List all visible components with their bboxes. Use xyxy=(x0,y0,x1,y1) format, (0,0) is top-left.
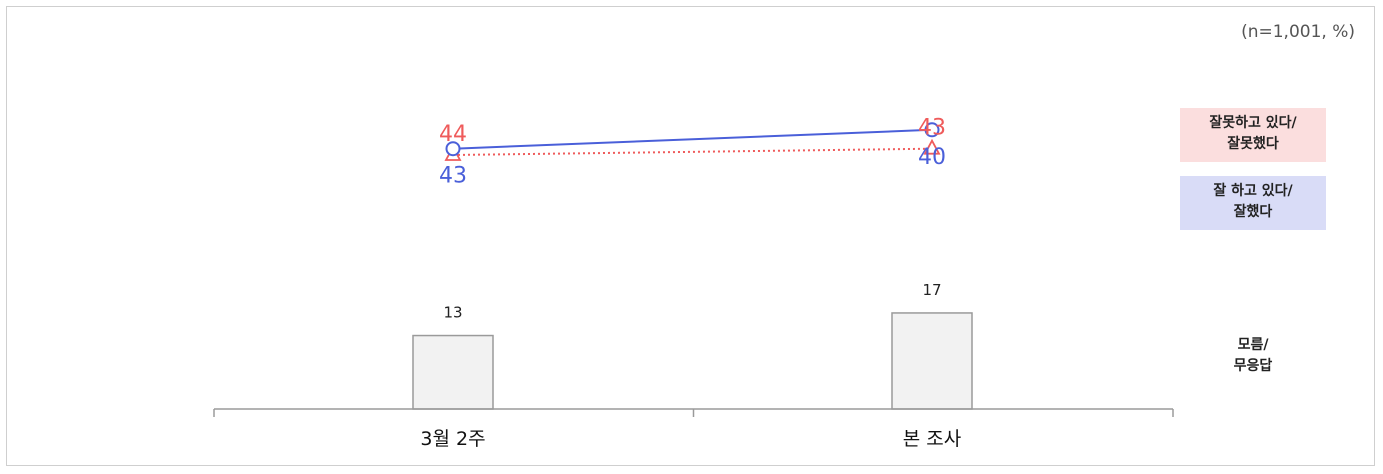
bar-label-dk-0: 13 xyxy=(443,304,462,322)
legend-dk-line1: 모름/ xyxy=(1237,337,1269,353)
bar-dk-0 xyxy=(412,334,494,410)
legend-dk-line2: 무응답 xyxy=(1233,358,1273,374)
bar-dk-1 xyxy=(891,312,973,410)
legend-wrong-line2: 잘못했다 xyxy=(1227,136,1279,152)
x-tick-label-1: 본 조사 xyxy=(903,428,961,450)
data-label-good-0: 43 xyxy=(439,164,467,189)
data-label-good-1: 40 xyxy=(918,145,946,170)
legend-dk: 모름/ 무응답 xyxy=(1180,330,1326,384)
legend-good: 잘 하고 있다/ 잘했다 xyxy=(1180,176,1326,230)
sample-note: (n=1,001, %) xyxy=(1241,22,1355,42)
bar-label-dk-1: 17 xyxy=(922,281,941,299)
x-tick-label-0: 3월 2주 xyxy=(420,428,485,450)
data-label-wrong-0: 44 xyxy=(439,122,467,147)
legend-good-line1: 잘 하고 있다/ xyxy=(1213,183,1293,199)
legend-wrong: 잘못하고 있다/ 잘못했다 xyxy=(1180,108,1326,162)
marker-good-1 xyxy=(924,122,940,138)
chart-frame xyxy=(6,6,1375,466)
legend-wrong-line1: 잘못하고 있다/ xyxy=(1209,115,1297,131)
legend-good-line2: 잘했다 xyxy=(1233,204,1273,220)
line-wrong xyxy=(452,147,933,156)
marker-wrong-1 xyxy=(923,138,941,155)
line-good xyxy=(452,128,933,150)
data-label-wrong-1: 43 xyxy=(918,116,946,141)
marker-good-0 xyxy=(445,141,461,157)
